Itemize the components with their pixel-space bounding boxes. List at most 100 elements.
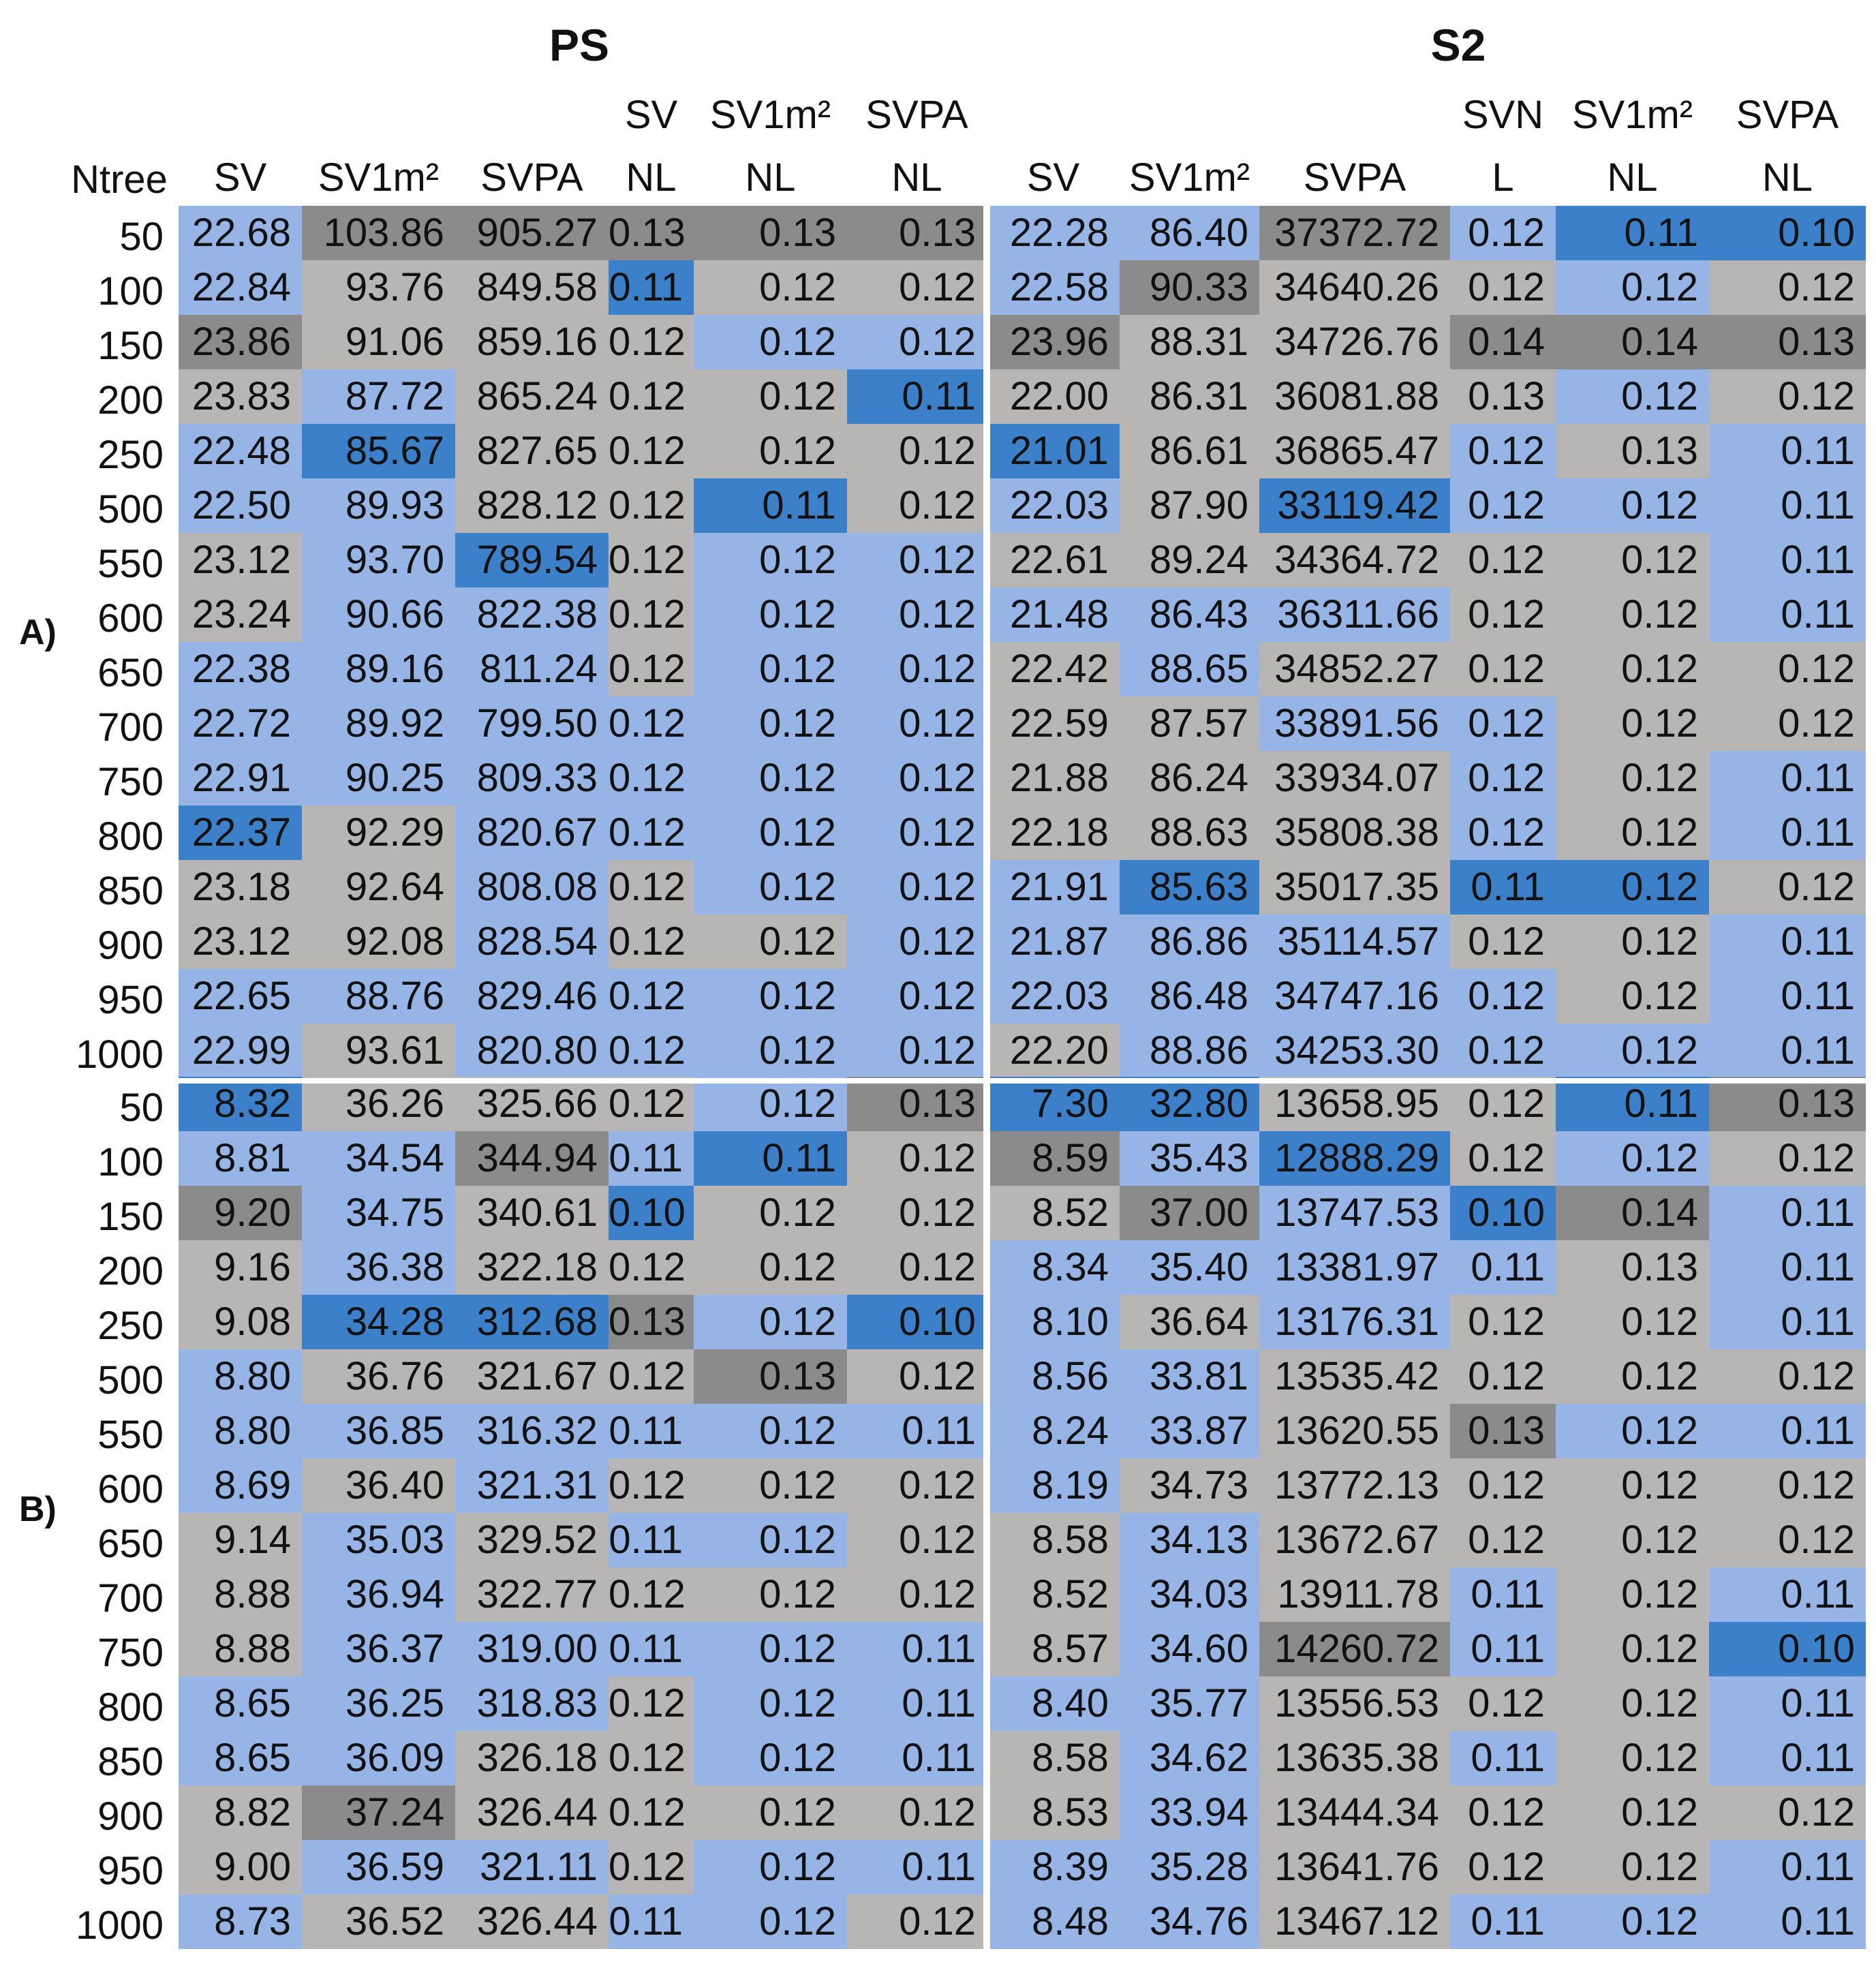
table-cell-better: 35.28 [1120, 1840, 1259, 1894]
table-cell-worse: 36.52 [302, 1894, 455, 1949]
table-cell-worse: 0.12 [1709, 696, 1866, 751]
table-cell-worse: 0.12 [1556, 1295, 1709, 1349]
table-cell-worse: 0.12 [1450, 260, 1556, 315]
table-cell-better: 0.11 [1709, 587, 1866, 642]
table-cell-better: 0.12 [1556, 260, 1709, 315]
table-cell-better: 0.12 [1450, 751, 1556, 805]
table-cell-best: 33119.42 [1259, 478, 1450, 533]
table-cell-better: 0.11 [1709, 478, 1866, 533]
table-cell-better: 0.12 [694, 1513, 847, 1567]
table-cell-best: 22.37 [179, 805, 302, 860]
table-cell-better: 0.12 [694, 1077, 847, 1131]
table-cell-worse: 0.12 [847, 1894, 987, 1949]
table-cell-worse: 35808.38 [1259, 805, 1450, 860]
table-cell-better: 0.12 [847, 969, 987, 1024]
table-cell-worse: 0.12 [1556, 805, 1709, 860]
table-cell-worse: 93.61 [302, 1024, 455, 1078]
table-cell-worse: 8.82 [179, 1785, 302, 1840]
table-cell-better: 829.46 [455, 969, 609, 1024]
table-cell-better: 22.99 [179, 1024, 302, 1078]
table-cell-worse: 13635.38 [1259, 1731, 1450, 1785]
table-cell-worse: 8.52 [987, 1186, 1120, 1240]
table-cell-better: 33.81 [1120, 1349, 1259, 1404]
column-header-s2-3-bottom: SVPA [1303, 155, 1406, 200]
table-cell-worst: 23.86 [179, 315, 302, 369]
row-label-ntree: 200 [97, 378, 164, 423]
table-cell-better: 36.38 [302, 1240, 455, 1295]
table-cell-worse: 0.12 [609, 1676, 694, 1731]
table-cell-worse: 859.16 [455, 315, 609, 369]
table-cell-better: 0.12 [694, 587, 847, 642]
table-cell-better: 0.11 [1450, 1567, 1556, 1622]
table-cell-worse: 0.12 [1709, 1349, 1866, 1404]
table-cell-better: 8.56 [987, 1349, 1120, 1404]
table-cell-best: 0.11 [1556, 1077, 1709, 1131]
table-cell-better: 8.81 [179, 1131, 302, 1186]
table-cell-better: 0.12 [694, 751, 847, 805]
table-cell-better: 89.93 [302, 478, 455, 533]
table-cell-better: 822.38 [455, 587, 609, 642]
row-label-ntree: 950 [97, 1849, 164, 1893]
table-cell-worse: 0.12 [847, 1458, 987, 1513]
table-cell-better: 21.91 [987, 860, 1120, 915]
table-cell-worse: 0.12 [609, 315, 694, 369]
row-label-ntree: 1000 [75, 1032, 164, 1077]
table-cell-better: 86.48 [1120, 969, 1259, 1024]
table-cell-best: 0.11 [694, 478, 847, 533]
column-header-ps-6-top: SVPA [865, 93, 968, 137]
table-cell-better: 22.84 [179, 260, 302, 315]
column-header-ps-1-bottom: SV [213, 155, 267, 200]
table-cell-better: 0.12 [694, 642, 847, 696]
table-cell-worst: 37.00 [1120, 1186, 1259, 1240]
table-cell-better: 86.40 [1120, 206, 1259, 260]
table-cell-better: 89.92 [302, 696, 455, 751]
table-cell-best: 0.10 [1709, 206, 1866, 260]
table-cell-better: 34253.30 [1259, 1024, 1450, 1078]
table-cell-best: 312.68 [455, 1295, 609, 1349]
table-cell-worse: 0.12 [1556, 1622, 1709, 1676]
table-cell-better: 8.34 [987, 1240, 1120, 1295]
table-cell-better: 90.66 [302, 587, 455, 642]
table-cell-worse: 0.12 [609, 533, 694, 587]
table-cell-better: 88.65 [1120, 642, 1259, 696]
table-cell-worst: 103.86 [302, 206, 455, 260]
table-cell-worse: 88.31 [1120, 315, 1259, 369]
row-label-ntree: 100 [97, 1140, 164, 1184]
table-cell-worse: 34640.26 [1259, 260, 1450, 315]
table-cell-better: 0.11 [1709, 1894, 1866, 1949]
table-cell-worse: 0.12 [1709, 1785, 1866, 1840]
table-cell-worse: 827.65 [455, 424, 609, 478]
row-label-ntree: 850 [97, 869, 164, 913]
table-cell-better: 0.12 [1556, 478, 1709, 533]
table-cell-better: 22.58 [987, 260, 1120, 315]
table-cell-worse: 322.18 [455, 1240, 609, 1295]
column-header-s2-6-top: SVPA [1736, 93, 1839, 137]
table-cell-worse: 0.12 [847, 1186, 987, 1240]
table-cell-worse: 326.44 [455, 1894, 609, 1949]
table-cell-worse: 0.12 [1556, 1731, 1709, 1785]
table-cell-worse: 0.12 [1450, 915, 1556, 969]
table-cell-better: 22.03 [987, 969, 1120, 1024]
table-cell-worst: 0.14 [1556, 1186, 1709, 1240]
table-cell-better: 319.00 [455, 1622, 609, 1676]
table-cell-better: 0.12 [694, 315, 847, 369]
table-cell-worse: 0.12 [1556, 1785, 1709, 1840]
column-header-ps-3-bottom: SVPA [480, 155, 583, 200]
table-cell-worst: 0.13 [609, 206, 694, 260]
table-cell-better: 93.70 [302, 533, 455, 587]
table-cell-worse: 22.59 [987, 696, 1120, 751]
table-cell-worse: 36081.88 [1259, 369, 1450, 424]
table-cell-best: 21.01 [987, 424, 1120, 478]
column-header-ps-4-bottom: NL [626, 155, 677, 200]
table-cell-worse: 23.18 [179, 860, 302, 915]
row-header-ntree: Ntree [71, 157, 168, 202]
table-cell-better: 0.12 [1450, 805, 1556, 860]
table-cell-better: 35.40 [1120, 1240, 1259, 1295]
table-cell-better: 0.12 [847, 751, 987, 805]
column-header-s2-5-top: SV1m² [1571, 93, 1693, 137]
table-cell-better: 35114.57 [1259, 915, 1450, 969]
table-cell-worse: 0.12 [1556, 751, 1709, 805]
table-cell-worse: 8.88 [179, 1567, 302, 1622]
table-cell-worse: 0.13 [1556, 1240, 1709, 1295]
table-cell-better: 316.32 [455, 1404, 609, 1458]
